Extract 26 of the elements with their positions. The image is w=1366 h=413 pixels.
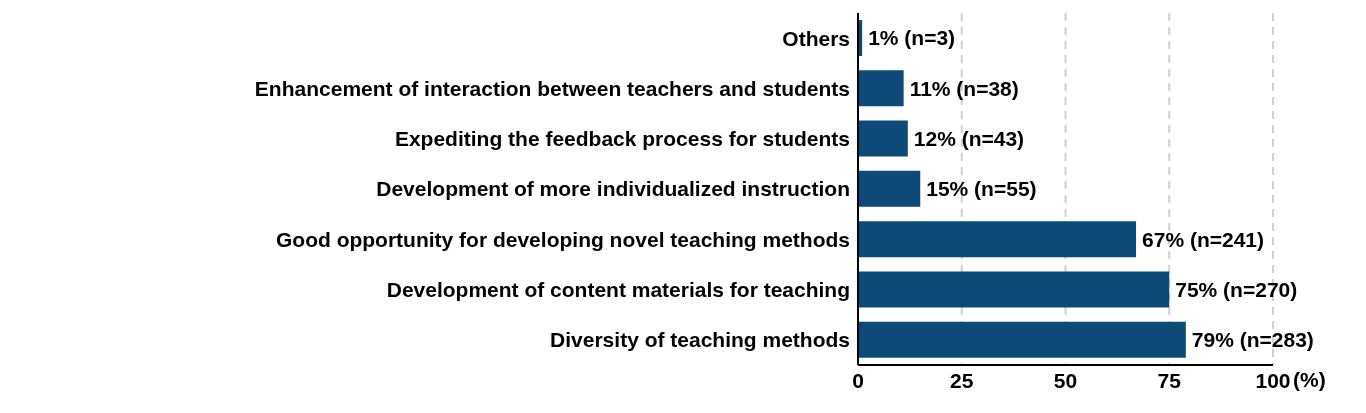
y-tick-label: Enhancement of interaction between teachers and students xyxy=(254,76,850,100)
x-tick-label: 0 xyxy=(852,368,864,392)
x-tick-label: 50 xyxy=(1053,368,1078,392)
x-tick-label: 25 xyxy=(950,368,974,392)
x-axis-title: (%) xyxy=(1293,368,1326,391)
data-label: 75% (n=270) xyxy=(1175,277,1298,301)
y-tick-label: Development of more individualized instruction xyxy=(376,177,850,201)
bar xyxy=(858,321,1186,358)
y-tick-label: Others xyxy=(782,26,850,50)
bar xyxy=(858,271,1170,308)
data-label: 15% (n=55) xyxy=(926,177,1037,201)
data-label: 67% (n=241) xyxy=(1142,227,1265,251)
bar xyxy=(858,221,1137,258)
y-tick-label: Good opportunity for developing novel teaching methods xyxy=(275,227,850,251)
data-label: 11% (n=38) xyxy=(909,76,1019,100)
y-tick-label: Diversity of teaching methods xyxy=(550,328,850,352)
bar xyxy=(858,70,904,107)
data-label: 79% (n=283) xyxy=(1191,328,1314,352)
x-tick-label: 100 xyxy=(1255,368,1291,392)
y-tick-label: Expediting the feedback process for students xyxy=(394,127,850,151)
y-tick-label: Development of content materials for teaching xyxy=(386,278,850,302)
data-label: 1% (n=3) xyxy=(868,26,956,50)
bar xyxy=(858,170,921,207)
bar xyxy=(858,120,908,157)
data-label: 12% (n=43) xyxy=(913,127,1025,151)
x-tick-label: 75 xyxy=(1157,368,1182,392)
